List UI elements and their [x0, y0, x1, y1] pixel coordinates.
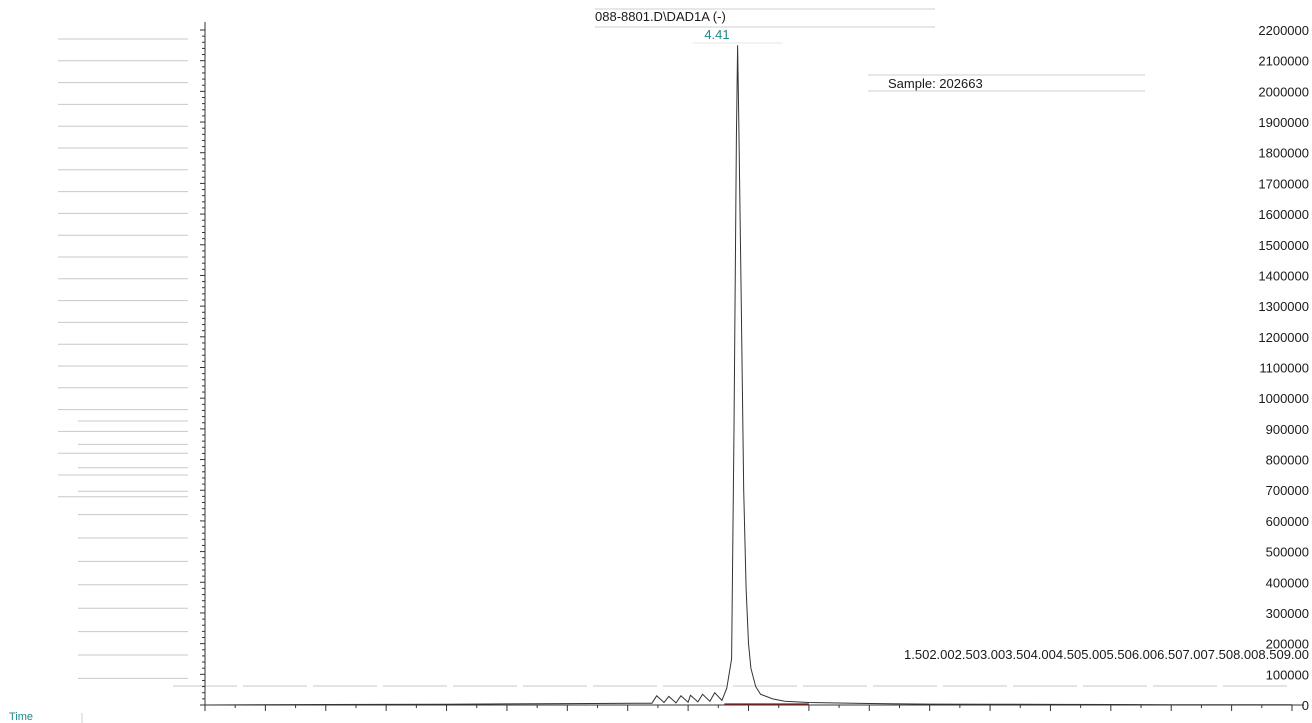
- y-tick-label: 2200000: [1258, 23, 1309, 38]
- y-tick-label: 300000: [1266, 606, 1309, 621]
- y-tick-label: 1400000: [1258, 268, 1309, 283]
- y-tick-label: 400000: [1266, 575, 1309, 590]
- y-tick-label: 1200000: [1258, 330, 1309, 345]
- y-axis: [200, 22, 206, 709]
- x-tick-labels: 1.502.002.503.003.504.004.505.005.506.00…: [904, 647, 1309, 662]
- x-tick-label: 8.00: [1233, 647, 1258, 662]
- y-tick-label: 1300000: [1258, 299, 1309, 314]
- x-tick-labels-text: 1.502.002.503.003.504.004.505.005.506.00…: [904, 647, 1309, 662]
- x-tick-label: 8.50: [1258, 647, 1283, 662]
- x-tick-label: 4.00: [1031, 647, 1056, 662]
- y-tick-label: 1800000: [1258, 146, 1309, 161]
- y-tick-label: 1600000: [1258, 207, 1309, 222]
- y-tick-label: 1500000: [1258, 238, 1309, 253]
- x-tick-label: 2.00: [929, 647, 954, 662]
- y-tick-label: 200000: [1266, 637, 1309, 652]
- x-tick-label: 7.00: [1182, 647, 1207, 662]
- y-tick-label: 0: [1302, 698, 1309, 713]
- x-axis-title: Time: [9, 711, 33, 723]
- y-tick-label: 2100000: [1258, 54, 1309, 69]
- x-tick-label: 5.00: [1081, 647, 1106, 662]
- chart-title: 088-8801.D\DAD1A (-): [595, 9, 726, 24]
- x-tick-label: 7.50: [1208, 647, 1233, 662]
- y-tick-label: 1700000: [1258, 176, 1309, 191]
- x-tick-label: 9.00: [1284, 647, 1309, 662]
- x-tick-label: 5.50: [1107, 647, 1132, 662]
- sample-annotation: Sample: 202663: [888, 76, 983, 91]
- y-tick-label: 2000000: [1258, 84, 1309, 99]
- y-tick-label: 600000: [1266, 514, 1309, 529]
- y-tick-label: 1100000: [1259, 361, 1309, 376]
- x-axis: [204, 704, 1304, 711]
- y-tick-label: 500000: [1266, 545, 1309, 560]
- series-group: [204, 45, 1292, 706]
- background-guide-lines: [58, 38, 1287, 687]
- y-tick-label: 900000: [1266, 422, 1309, 437]
- peak-labels: 4.41: [692, 27, 783, 44]
- y-tick-label: 100000: [1266, 667, 1309, 682]
- y-tick-label: 1000000: [1258, 391, 1309, 406]
- x-tick-label: 1.50: [904, 647, 929, 662]
- x-tick-label: 6.00: [1132, 647, 1157, 662]
- y-tick-label: 700000: [1266, 483, 1309, 498]
- x-tick-label: 2.50: [955, 647, 980, 662]
- y-tick-label: 1900000: [1258, 115, 1309, 130]
- series-line: [204, 45, 1292, 706]
- sample-annotation-box: Sample: 202663: [868, 74, 1145, 92]
- x-axis-title-group: Time: [9, 711, 83, 723]
- x-tick-label: 4.50: [1056, 647, 1081, 662]
- peak-label: 4.41: [704, 27, 729, 42]
- y-tick-labels: 0 100000 200000 300000 400000 500000 600000 700…: [1258, 23, 1309, 713]
- y-tick-label: 800000: [1266, 453, 1309, 468]
- x-tick-label: 3.50: [1005, 647, 1030, 662]
- x-tick-label: 6.50: [1157, 647, 1182, 662]
- chart-title-box: 088-8801.D\DAD1A (-): [595, 8, 935, 28]
- x-tick-label: 3.00: [980, 647, 1005, 662]
